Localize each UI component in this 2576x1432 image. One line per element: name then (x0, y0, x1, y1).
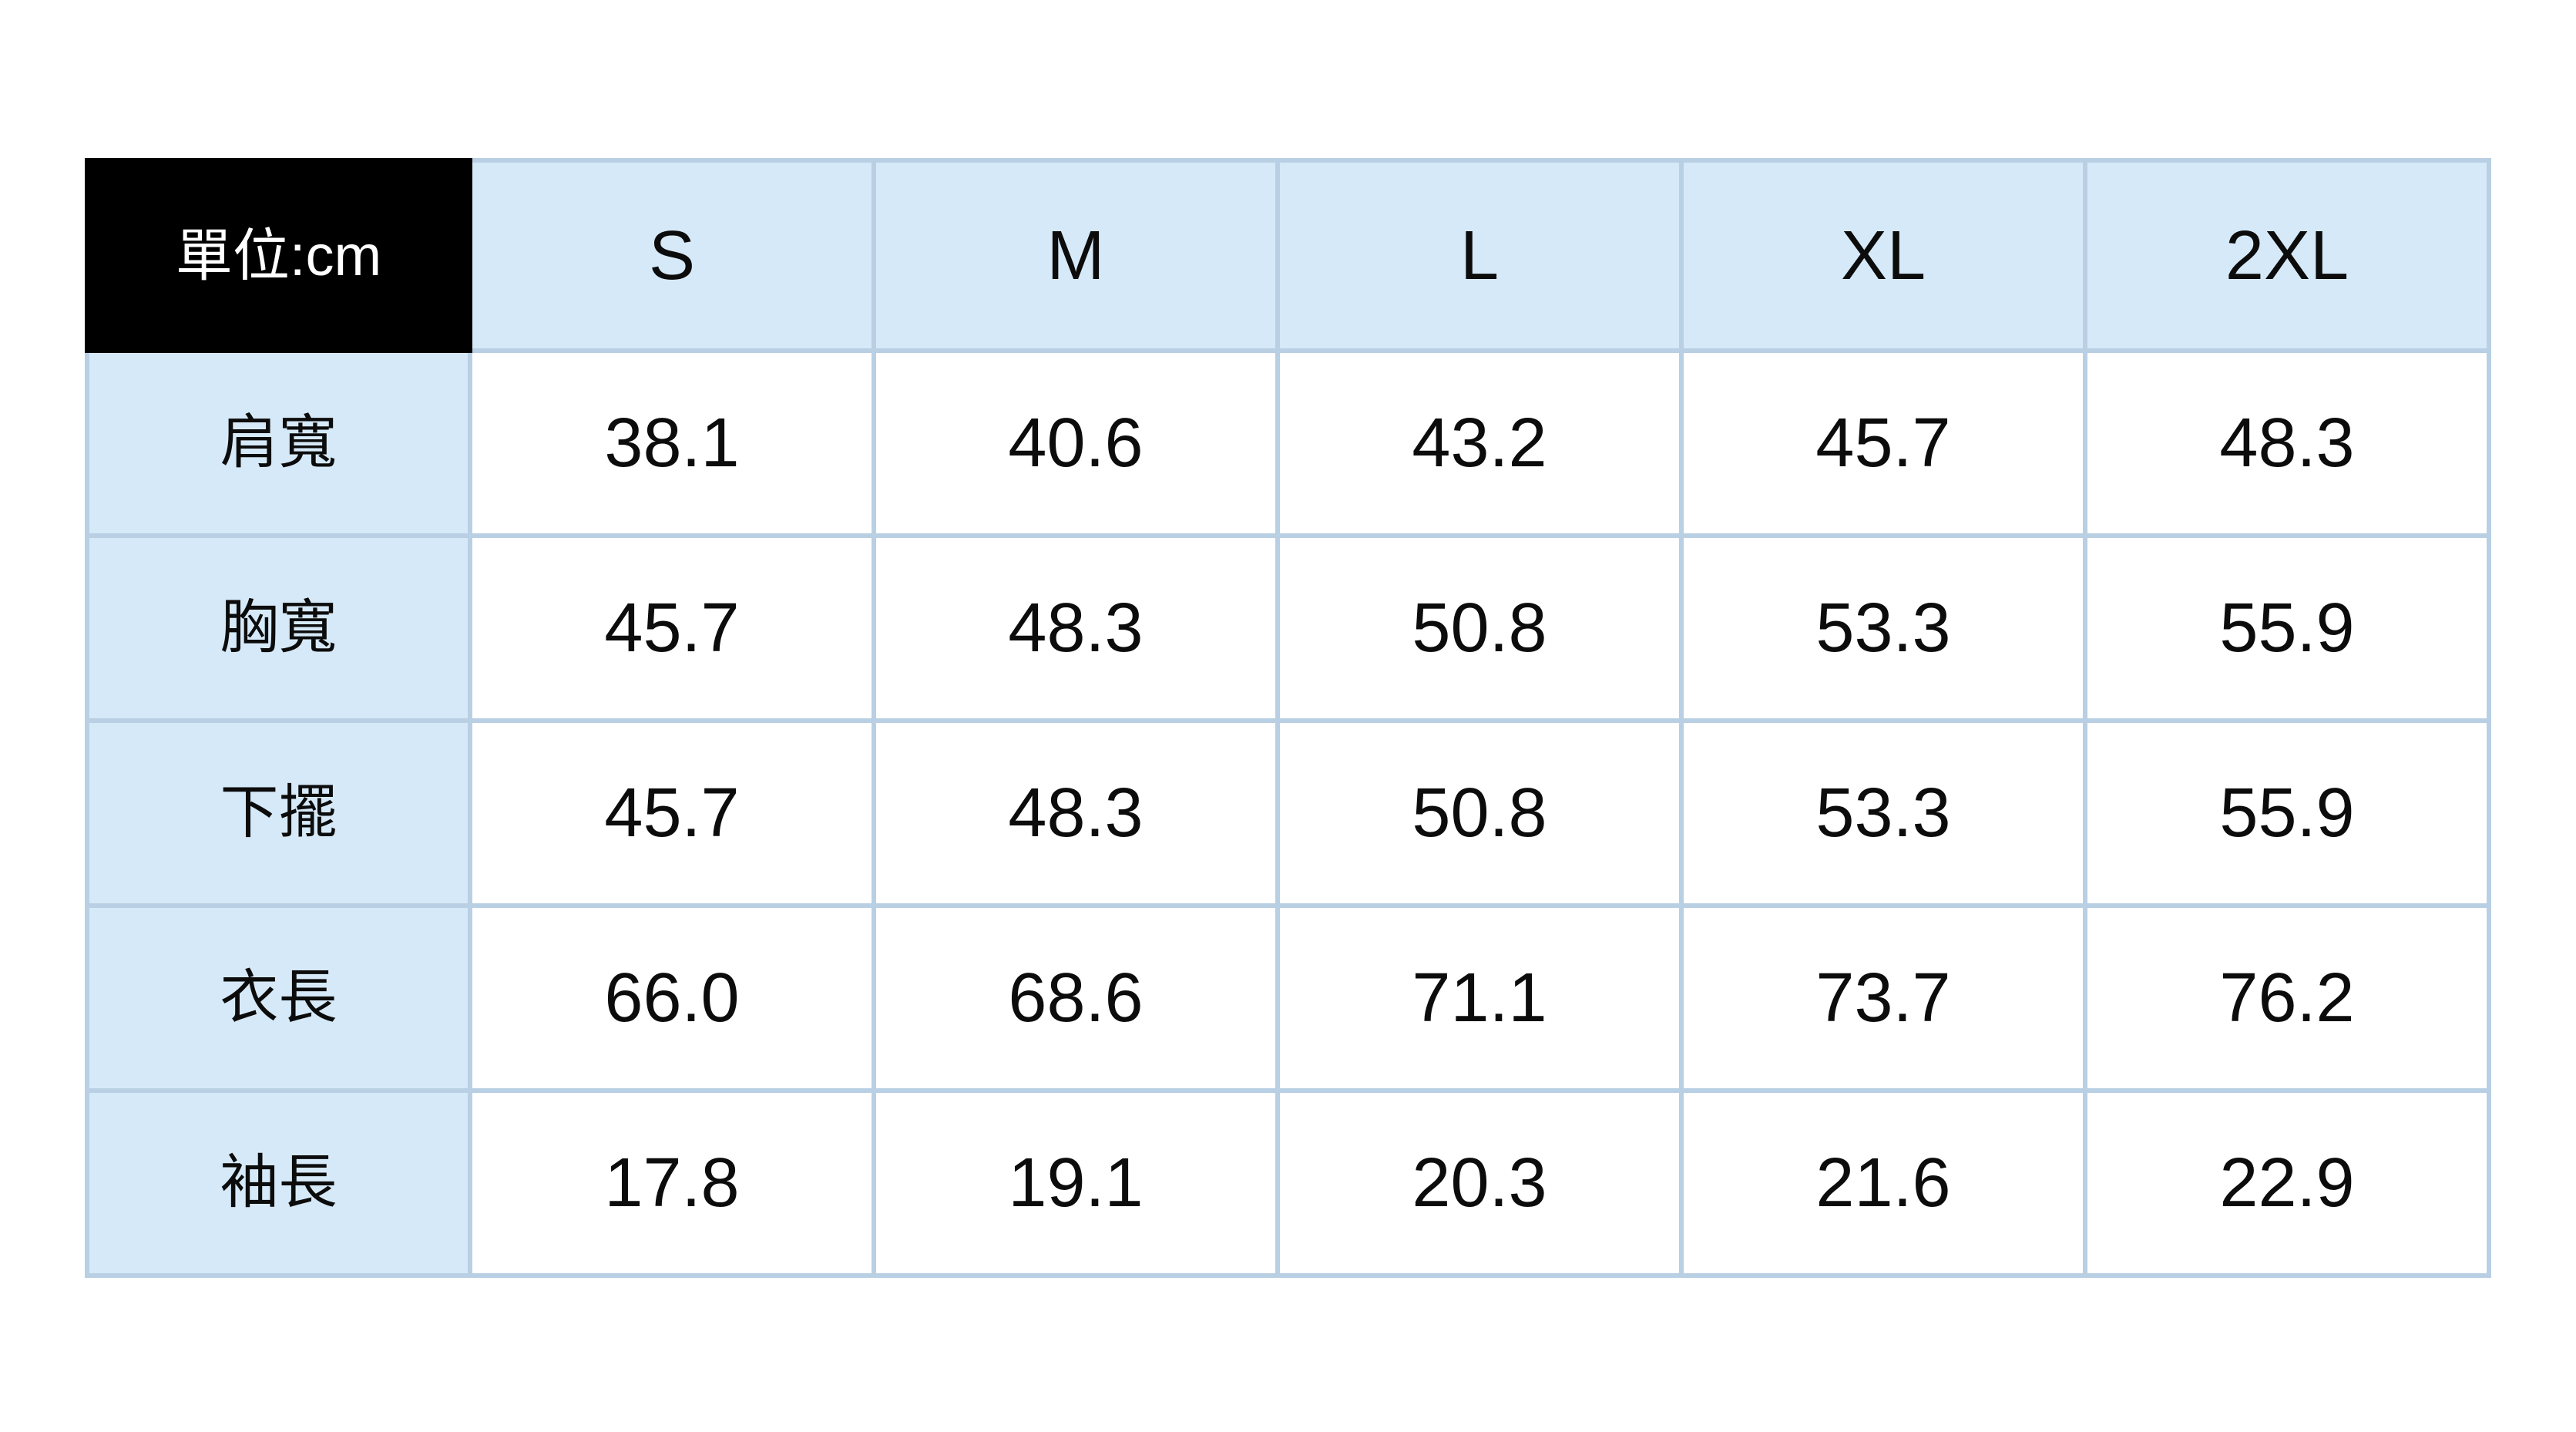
measurement-value: 71.1 (1275, 903, 1684, 1093)
measurement-value: 73.7 (1679, 903, 2087, 1093)
measurement-value: 55.9 (2083, 718, 2491, 908)
size-header-xl: XL (1679, 158, 2087, 353)
table-header: 單位:cm S M L XL 2XL (85, 158, 2491, 353)
measurement-label: 胸寬 (85, 533, 472, 723)
measurement-value: 48.3 (872, 533, 1280, 723)
table-row: 袖長 17.8 19.1 20.3 21.6 22.9 (85, 1088, 2491, 1278)
measurement-value: 38.1 (468, 348, 876, 538)
measurement-value: 40.6 (872, 348, 1280, 538)
measurement-value: 48.3 (2083, 348, 2491, 538)
measurement-value: 17.8 (468, 1088, 876, 1278)
measurement-value: 68.6 (872, 903, 1280, 1093)
measurement-value: 45.7 (468, 533, 876, 723)
measurement-value: 50.8 (1275, 533, 1684, 723)
size-header-s: S (468, 158, 876, 353)
table-row: 下擺 45.7 48.3 50.8 53.3 55.9 (85, 718, 2491, 908)
measurement-value: 66.0 (468, 903, 876, 1093)
measurement-label: 袖長 (85, 1088, 472, 1278)
measurement-value: 19.1 (872, 1088, 1280, 1278)
size-table-body: 肩寬 38.1 40.6 43.2 45.7 48.3 胸寬 45.7 48.3 50.8 53.3… (85, 348, 2491, 1278)
measurement-value: 45.7 (468, 718, 876, 908)
measurement-value: 20.3 (1275, 1088, 1684, 1278)
measurement-value: 22.9 (2083, 1088, 2491, 1278)
table-row: 胸寬 45.7 48.3 50.8 53.3 55.9 (85, 533, 2491, 723)
measurement-label: 下擺 (85, 718, 472, 908)
measurement-label: 肩寬 (85, 348, 472, 538)
size-header-m: M (872, 158, 1280, 353)
unit-header-cell: 單位:cm (85, 158, 472, 353)
table-row: 衣長 66.0 68.6 71.1 73.7 76.2 (85, 903, 2491, 1093)
size-header-2xl: 2XL (2083, 158, 2491, 353)
header-row: 單位:cm S M L XL 2XL (85, 158, 2491, 353)
measurement-value: 48.3 (872, 718, 1280, 908)
measurement-value: 76.2 (2083, 903, 2491, 1093)
measurement-value: 53.3 (1679, 533, 2087, 723)
measurement-value: 50.8 (1275, 718, 1684, 908)
measurement-value: 43.2 (1275, 348, 1684, 538)
size-header-l: L (1275, 158, 1684, 353)
measurement-value: 53.3 (1679, 718, 2087, 908)
measurement-value: 21.6 (1679, 1088, 2087, 1278)
measurement-label: 衣長 (85, 903, 472, 1093)
measurement-value: 55.9 (2083, 533, 2491, 723)
table-row: 肩寬 38.1 40.6 43.2 45.7 48.3 (85, 348, 2491, 538)
measurement-value: 45.7 (1679, 348, 2087, 538)
size-chart-table: 單位:cm S M L XL 2XL 肩寬 38.1 40.6 43.2 45.7 48.3 胸寬 4… (85, 158, 2491, 1278)
